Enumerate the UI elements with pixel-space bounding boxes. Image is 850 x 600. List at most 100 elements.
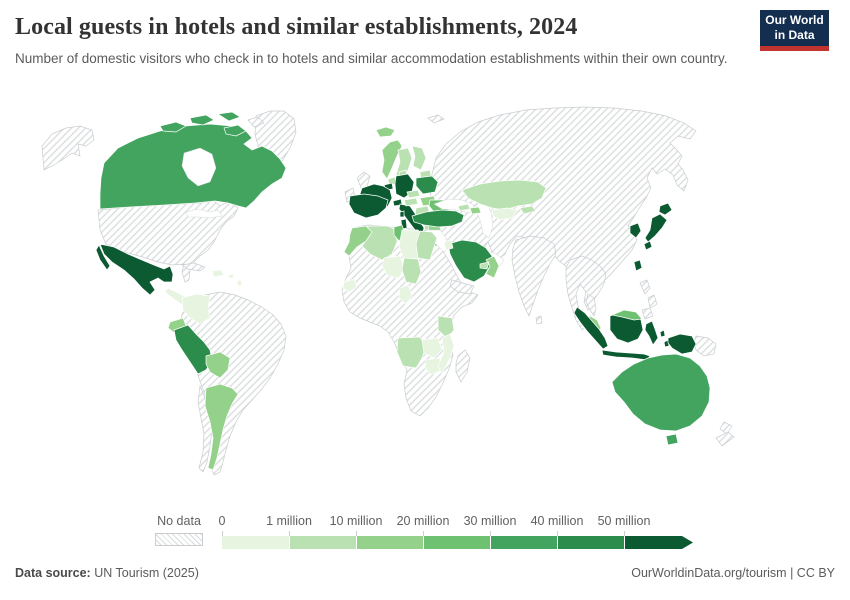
no-data-swatch[interactable] — [155, 533, 203, 546]
country-chad[interactable] — [401, 257, 422, 285]
country-zambia[interactable] — [421, 337, 443, 359]
attribution-link[interactable]: OurWorldinData.org/tourism | CC BY — [631, 566, 835, 580]
country-colombia[interactable] — [181, 293, 211, 325]
region-papua-new-guinea-no-data[interactable] — [693, 335, 717, 357]
data-source: Data source: UN Tourism (2025) — [15, 566, 199, 580]
country-turkey[interactable] — [411, 209, 465, 228]
country-spain-portugal[interactable] — [348, 193, 389, 219]
region-mindanao-no-data[interactable] — [641, 307, 654, 320]
region-arctic-island-no-data[interactable] — [247, 116, 265, 128]
legend-segment-20-30m[interactable] — [423, 536, 490, 549]
legend-tickmark — [289, 531, 290, 536]
region-svalbard-no-data[interactable] — [427, 114, 445, 124]
country-jordan-israel[interactable] — [443, 239, 454, 251]
footer: Data source: UN Tourism (2025) OurWorldi… — [15, 566, 835, 580]
country-indonesia-sumatra[interactable] — [573, 306, 609, 350]
country-zimbabwe[interactable] — [424, 357, 443, 376]
country-indonesia-moluccas-1[interactable] — [659, 329, 666, 338]
country-oman[interactable] — [485, 255, 500, 279]
country-indonesia-java[interactable] — [601, 349, 651, 361]
great-lakes — [185, 208, 223, 219]
country-morocco[interactable] — [343, 225, 373, 257]
region-alaska-no-data[interactable] — [41, 125, 95, 171]
country-mozambique[interactable] — [437, 333, 455, 375]
region-new-zealand-south-no-data[interactable] — [715, 431, 735, 447]
region-philippines-no-data[interactable] — [639, 279, 651, 295]
country-saudi-arabia[interactable] — [447, 239, 493, 283]
country-canada-arctic-island-4[interactable] — [223, 124, 247, 137]
country-japan-kyushu[interactable] — [643, 240, 653, 251]
country-czechia[interactable] — [406, 189, 421, 199]
legend-tick-1m: 1 million — [266, 514, 312, 528]
country-south-korea[interactable] — [629, 222, 642, 239]
country-kyrgyzstan[interactable] — [519, 205, 537, 215]
legend-tick-10m: 10 million — [329, 514, 383, 528]
region-new-zealand-north-no-data[interactable] — [719, 421, 733, 435]
region-yemen-no-data[interactable] — [449, 279, 475, 295]
country-mexico[interactable] — [99, 243, 174, 296]
country-kazakhstan[interactable] — [461, 179, 547, 211]
country-tanzania[interactable] — [437, 315, 455, 339]
legend-tickmark — [557, 531, 558, 536]
legend-tick-30m: 30 million — [463, 514, 517, 528]
country-france-corsica[interactable] — [399, 210, 405, 218]
legend-tick-50m: 50 million — [597, 514, 651, 528]
country-puerto-rico[interactable] — [227, 273, 235, 279]
legend-segment-40-50m[interactable] — [557, 536, 624, 549]
country-poland[interactable] — [415, 175, 439, 195]
legend-segment-50m-plus[interactable] — [624, 536, 682, 549]
region-usa-no-data[interactable] — [97, 200, 239, 283]
legend-segment-1-10m[interactable] — [289, 536, 356, 549]
country-canada-arctic-island-1[interactable] — [159, 121, 187, 133]
legend-tick-40m: 40 million — [530, 514, 584, 528]
region-thai-isthmus-no-data[interactable] — [585, 293, 597, 317]
country-argentina[interactable] — [204, 383, 239, 471]
country-japan-hokkaido[interactable] — [658, 202, 673, 216]
country-bolivia[interactable] — [205, 351, 231, 379]
country-finland[interactable] — [411, 145, 427, 171]
country-australia[interactable] — [611, 353, 711, 432]
legend-tickmark — [423, 531, 424, 536]
country-canada-arctic-island-2[interactable] — [189, 114, 215, 126]
country-uae[interactable] — [479, 261, 490, 270]
country-taiwan[interactable] — [633, 259, 643, 272]
world-map — [36, 106, 816, 486]
country-niger[interactable] — [381, 255, 405, 279]
country-guinea[interactable] — [342, 278, 358, 293]
country-iceland[interactable] — [375, 126, 396, 138]
header: Local guests in hotels and similar estab… — [15, 10, 835, 69]
country-uzbekistan[interactable] — [491, 207, 519, 221]
legend-segment-10-20m[interactable] — [356, 536, 423, 549]
country-austria[interactable] — [403, 197, 419, 207]
country-japan-honshu[interactable] — [644, 213, 668, 243]
region-madagascar-no-data[interactable] — [455, 349, 471, 383]
data-source-label: Data source: — [15, 566, 91, 580]
country-indonesia-west-papua[interactable] — [667, 333, 697, 355]
legend-arrow — [682, 536, 693, 549]
country-canada-arctic-island-3[interactable] — [217, 111, 241, 122]
no-data-label: No data — [157, 514, 201, 528]
region-sri-lanka-no-data[interactable] — [535, 315, 543, 325]
country-hispaniola[interactable] — [211, 269, 225, 278]
owid-logo-line2: in Data — [774, 28, 815, 42]
legend-segment-0-1m[interactable] — [222, 536, 289, 549]
country-angola[interactable] — [396, 336, 427, 369]
country-indonesia-sulawesi[interactable] — [644, 320, 659, 346]
region-cuba-no-data[interactable] — [181, 262, 206, 272]
country-cameroon[interactable] — [398, 284, 413, 305]
hudson-bay — [181, 147, 217, 187]
country-norway[interactable] — [381, 139, 403, 180]
legend-tick-20m: 20 million — [396, 514, 450, 528]
country-egypt[interactable] — [415, 230, 438, 261]
country-malaysia-borneo[interactable] — [610, 309, 643, 321]
legend-color-bar[interactable] — [222, 536, 694, 549]
country-lesser-antilles[interactable] — [236, 279, 243, 287]
region-philippines-south-no-data[interactable] — [647, 294, 658, 309]
country-azerbaijan[interactable] — [469, 206, 482, 215]
region-india-no-data[interactable] — [511, 235, 557, 317]
owid-logo[interactable]: Our World in Data — [760, 10, 829, 51]
country-australia-tasmania[interactable] — [665, 433, 679, 446]
legend-segment-30-40m[interactable] — [490, 536, 557, 549]
country-mexico-baja[interactable] — [95, 244, 111, 271]
legend-tickmark — [490, 531, 491, 536]
